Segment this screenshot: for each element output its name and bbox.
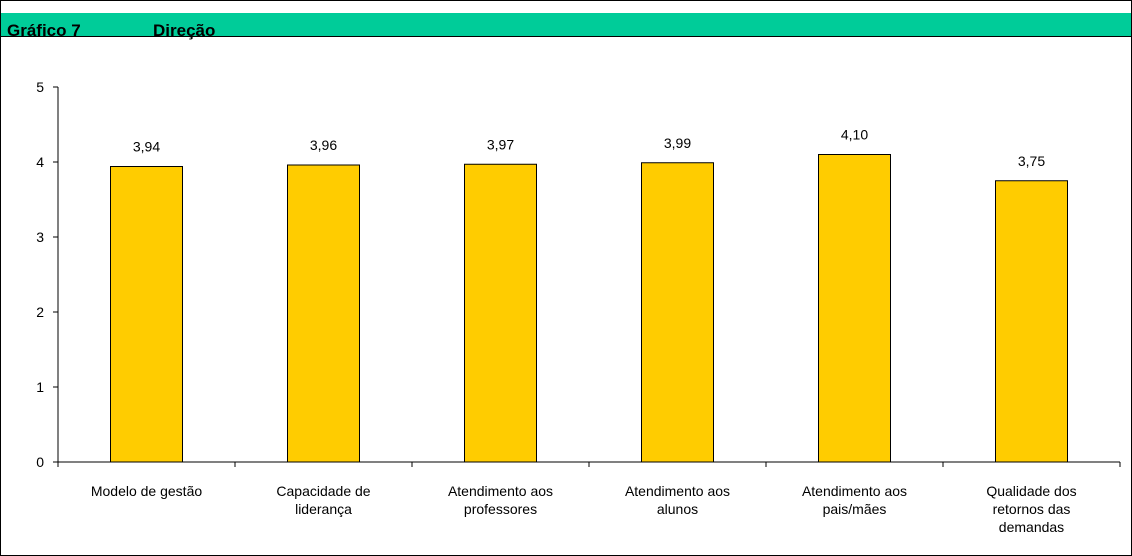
x-tick-label: Capacidade de (276, 483, 370, 499)
y-tick-label: 2 (36, 304, 44, 320)
data-label: 3,94 (133, 139, 160, 155)
bar (818, 154, 891, 463)
data-label: 3,96 (310, 137, 337, 153)
bar (641, 162, 714, 463)
x-tick-label: pais/mães (823, 501, 887, 517)
bar (287, 164, 360, 463)
data-label: 4,10 (841, 127, 868, 143)
y-tick-label: 0 (36, 454, 44, 470)
y-tick-label: 4 (36, 154, 44, 170)
y-tick-label: 5 (36, 79, 44, 95)
data-label: 3,75 (1018, 153, 1045, 169)
data-label: 3,97 (487, 136, 514, 152)
x-tick-label: liderança (295, 501, 352, 517)
x-tick-label: Atendimento aos (802, 483, 907, 499)
y-tick-label: 3 (36, 229, 44, 245)
x-tick-label: Atendimento aos (625, 483, 730, 499)
x-tick-label: Atendimento aos (448, 483, 553, 499)
bar (995, 180, 1068, 463)
bar (464, 163, 537, 463)
x-tick-label: alunos (657, 501, 698, 517)
chart-title: Direção (153, 21, 216, 40)
x-tick-label: Qualidade dos (986, 483, 1076, 499)
chart-number: Gráfico 7 (7, 21, 81, 40)
bar (110, 166, 183, 463)
data-label: 3,99 (664, 135, 691, 151)
x-tick-label: demandas (999, 519, 1064, 535)
x-tick-label: Modelo de gestão (91, 483, 203, 499)
x-tick-label: retornos das (993, 501, 1071, 517)
y-tick-label: 1 (36, 379, 44, 395)
chart-header: Gráfico 7 Direção (1, 1, 1131, 40)
x-tick-label: professores (464, 501, 537, 517)
